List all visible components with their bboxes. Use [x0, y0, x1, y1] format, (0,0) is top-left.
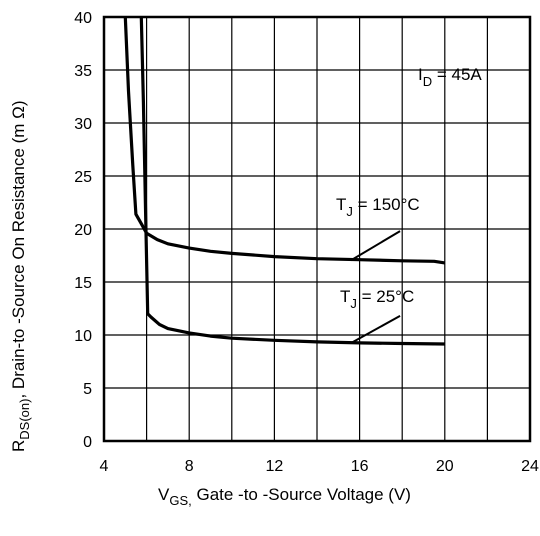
plot-frame	[102, 15, 532, 443]
current-annotation: ID = 45A	[418, 65, 482, 89]
y-tick-label: 10	[74, 328, 92, 345]
tick-labels: 4 8 12 16 20 24 0 5 10 15 20 25 30 35 40	[74, 10, 539, 475]
series-label-leader-25c	[350, 315, 401, 344]
x-tick-label: 4	[100, 458, 109, 475]
series-label-leader-150c	[350, 230, 401, 262]
y-tick-label: 5	[83, 381, 92, 398]
y-tick-label: 30	[74, 116, 92, 133]
series-line-150c	[123, 16, 446, 265]
x-tick-label: 24	[521, 458, 539, 475]
y-tick-label: 15	[74, 275, 92, 292]
series-group	[123, 16, 446, 346]
y-tick-label: 25	[74, 169, 92, 186]
x-tick-label: 12	[266, 458, 284, 475]
x-tick-label: 8	[185, 458, 194, 475]
y-axis-label: RDS(on), Drain-to -Source On Resistance …	[9, 101, 32, 452]
y-tick-label: 0	[83, 434, 92, 451]
grid	[104, 17, 530, 441]
y-tick-label: 20	[74, 222, 92, 239]
x-tick-label: 16	[351, 458, 369, 475]
y-tick-label: 35	[74, 63, 92, 80]
series-label-150c: TJ = 150°C	[336, 195, 420, 219]
y-tick-label: 40	[74, 10, 92, 27]
x-axis-label: VGS, Gate -to -Source Voltage (V)	[158, 485, 411, 508]
series-label-25c: TJ = 25°C	[340, 287, 414, 311]
x-tick-label: 20	[436, 458, 454, 475]
series-line-25c	[139, 16, 445, 346]
